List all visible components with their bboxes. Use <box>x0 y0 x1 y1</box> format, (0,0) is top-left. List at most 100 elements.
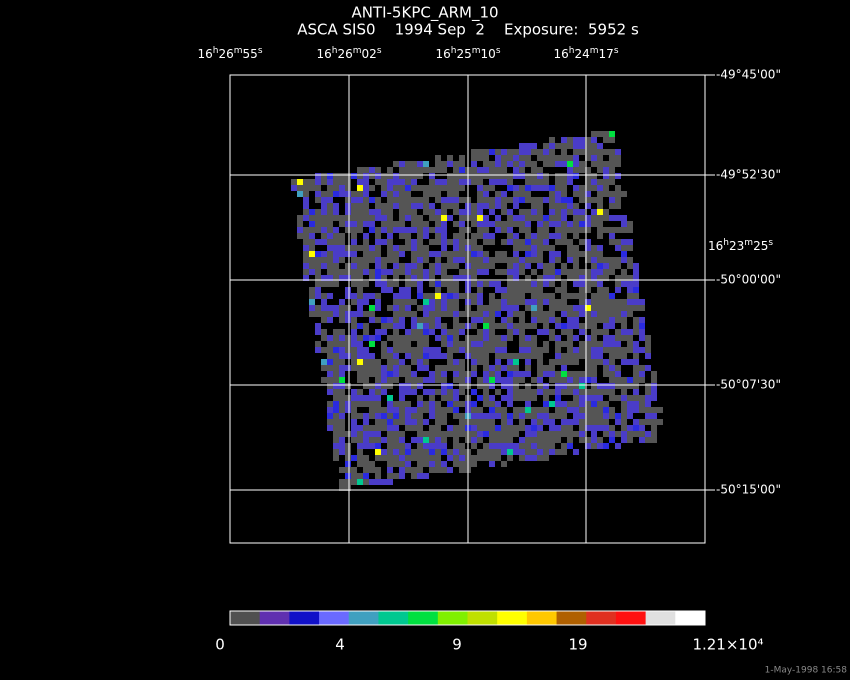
image-pixel <box>471 161 477 167</box>
image-pixel <box>453 185 459 191</box>
image-pixel <box>399 215 405 221</box>
image-pixel <box>579 209 585 215</box>
image-pixel <box>603 413 609 419</box>
image-pixel <box>345 275 351 281</box>
image-pixel <box>489 371 495 377</box>
image-pixel <box>345 365 351 371</box>
image-pixel <box>507 311 513 317</box>
image-pixel <box>495 311 501 317</box>
image-pixel <box>573 431 579 437</box>
image-pixel <box>333 419 339 425</box>
image-pixel <box>321 239 327 245</box>
image-pixel <box>483 455 489 461</box>
image-pixel <box>417 425 423 431</box>
image-pixel <box>585 251 591 257</box>
image-pixel <box>393 305 399 311</box>
image-pixel <box>315 275 321 281</box>
image-pixel <box>507 365 513 371</box>
image-pixel <box>411 455 417 461</box>
image-pixel <box>597 419 603 425</box>
image-pixel <box>561 329 567 335</box>
image-pixel <box>561 407 567 413</box>
image-pixel <box>603 215 609 221</box>
image-pixel <box>483 359 489 365</box>
image-pixel <box>633 293 639 299</box>
image-pixel <box>381 329 387 335</box>
image-pixel <box>405 209 411 215</box>
image-pixel <box>417 353 423 359</box>
colorbar-label: 9 <box>452 636 462 654</box>
image-pixel <box>315 323 321 329</box>
image-pixel <box>447 263 453 269</box>
image-pixel <box>501 179 507 185</box>
image-pixel <box>621 323 627 329</box>
image-pixel <box>567 209 573 215</box>
image-pixel <box>495 197 501 203</box>
image-pixel <box>333 431 339 437</box>
image-pixel <box>609 395 615 401</box>
image-pixel <box>585 413 591 419</box>
image-pixel <box>357 341 363 347</box>
image-pixel <box>441 275 447 281</box>
image-pixel <box>381 281 387 287</box>
image-pixel <box>609 161 615 167</box>
image-pixel <box>315 191 321 197</box>
image-pixel <box>609 323 615 329</box>
image-pixel <box>561 365 567 371</box>
image-pixel <box>387 359 393 365</box>
image-pixel <box>525 383 531 389</box>
image-pixel <box>333 227 339 233</box>
image-pixel <box>405 419 411 425</box>
colorbar-frame <box>229 610 706 626</box>
image-pixel <box>609 263 615 269</box>
image-pixel <box>519 347 525 353</box>
image-pixel <box>363 437 369 443</box>
image-pixel <box>597 191 603 197</box>
image-pixel <box>507 359 513 365</box>
image-pixel <box>597 287 603 293</box>
image-pixel <box>519 419 525 425</box>
image-pixel <box>507 173 513 179</box>
image-pixel <box>477 203 483 209</box>
image-pixel <box>561 443 567 449</box>
image-pixel <box>609 227 615 233</box>
image-pixel <box>537 155 543 161</box>
image-pixel <box>609 233 615 239</box>
image-pixel <box>315 341 321 347</box>
image-pixel <box>423 191 429 197</box>
image-pixel <box>543 365 549 371</box>
image-pixel <box>351 359 357 365</box>
image-pixel <box>375 479 381 485</box>
image-pixel <box>387 365 393 371</box>
image-pixel <box>513 191 519 197</box>
image-pixel <box>561 299 567 305</box>
image-pixel <box>525 287 531 293</box>
image-pixel <box>387 269 393 275</box>
image-pixel <box>549 389 555 395</box>
image-pixel <box>345 443 351 449</box>
image-pixel <box>633 377 639 383</box>
image-pixel <box>597 383 603 389</box>
dec-label: -49°45'00" <box>716 68 781 82</box>
image-pixel <box>399 341 405 347</box>
image-pixel <box>471 263 477 269</box>
image-pixel <box>405 425 411 431</box>
image-pixel <box>303 203 309 209</box>
image-pixel <box>651 371 657 377</box>
colorbar-segment <box>645 611 676 625</box>
image-pixel <box>501 407 507 413</box>
image-pixel <box>441 389 447 395</box>
image-pixel <box>507 383 513 389</box>
image-pixel <box>471 323 477 329</box>
image-pixel <box>369 341 375 347</box>
image-pixel <box>549 269 555 275</box>
image-pixel <box>333 329 339 335</box>
image-pixel <box>597 359 603 365</box>
image-pixel <box>435 335 441 341</box>
image-pixel <box>561 419 567 425</box>
image-pixel <box>333 311 339 317</box>
image-pixel <box>387 305 393 311</box>
image-pixel <box>417 263 423 269</box>
image-pixel <box>633 329 639 335</box>
image-pixel <box>387 461 393 467</box>
